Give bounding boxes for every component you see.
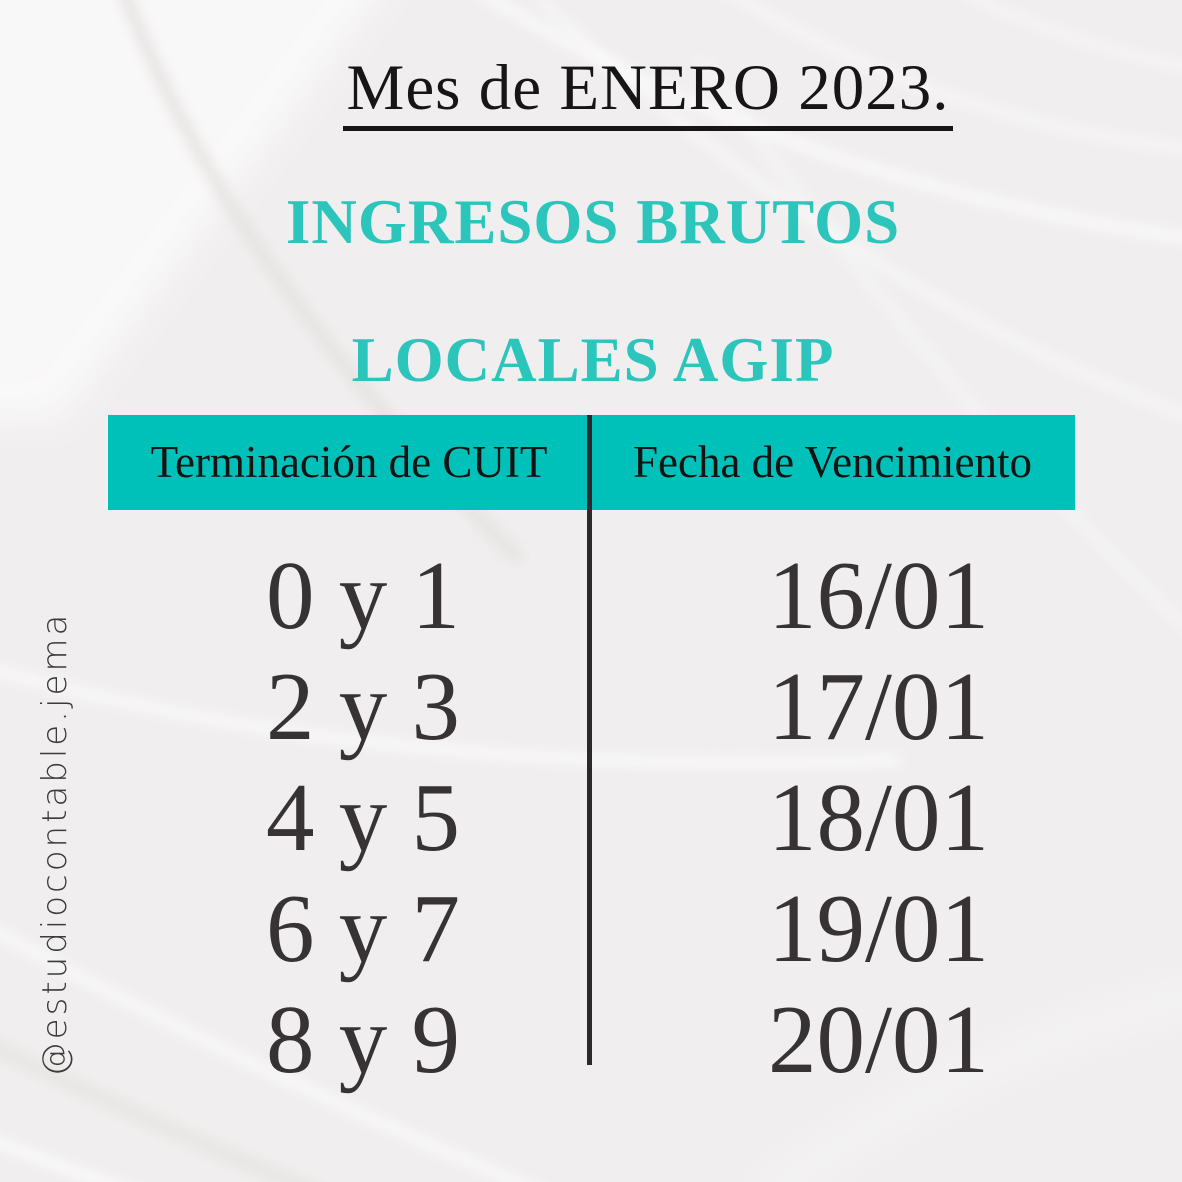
table-row: 0 y 1 16/01 (108, 540, 1075, 651)
due-date-cell: 17/01 (768, 653, 989, 760)
cuit-ending-cell: 8 y 9 (266, 986, 460, 1093)
tax-heading-line1: INGRESOS BRUTOS (285, 187, 901, 257)
table-row: 4 y 5 18/01 (108, 762, 1075, 873)
instagram-handle-watermark: @estudiocontable.jema (35, 611, 75, 1077)
tax-heading-line2: LOCALES AGIP (351, 325, 835, 395)
cuit-ending-cell: 0 y 1 (266, 542, 460, 649)
due-date-cell: 18/01 (768, 764, 989, 871)
due-date-cell: 16/01 (768, 542, 989, 649)
cuit-ending-cell: 2 y 3 (266, 653, 460, 760)
column-header-cuit: Terminación de CUIT (150, 437, 548, 487)
table-row: 2 y 3 17/01 (108, 651, 1075, 762)
table-row: 6 y 7 19/01 (108, 873, 1075, 984)
column-header-due-date: Fecha de Vencimiento (632, 437, 1033, 487)
cuit-ending-cell: 6 y 7 (266, 875, 460, 982)
due-date-cell: 20/01 (768, 986, 989, 1093)
table-row: 8 y 9 20/01 (108, 984, 1075, 1095)
title-wrap: Mes de ENERO 2023. (57, 54, 1182, 132)
cuit-ending-cell: 4 y 5 (266, 764, 460, 871)
month-title: Mes de ENERO 2023. (342, 54, 954, 132)
column-divider (587, 415, 592, 1065)
due-date-cell: 19/01 (768, 875, 989, 982)
due-dates-table: Terminación de CUIT Fecha de Vencimiento… (108, 415, 1075, 1088)
table-body: 0 y 1 16/01 2 y 3 17/01 4 y 5 18/01 6 y … (108, 540, 1075, 1095)
